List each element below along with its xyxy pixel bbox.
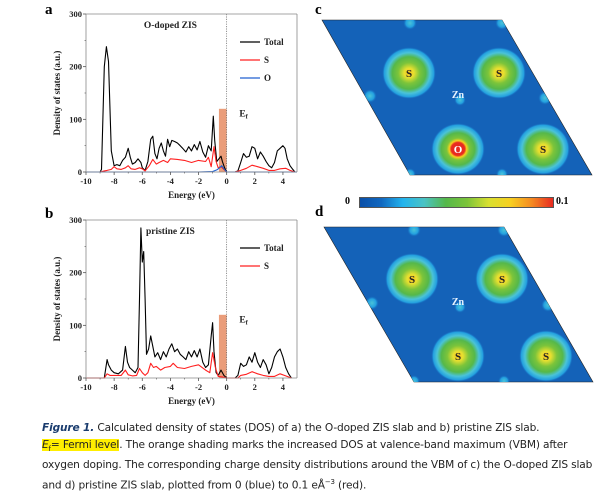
atom-label: Zn (452, 90, 465, 101)
x-tick-label: -4 (167, 176, 175, 186)
x-tick-label: 2 (253, 176, 257, 186)
fermi-label: Ef (239, 110, 248, 121)
y-tick-label: 0 (78, 167, 82, 177)
figure-label: Figure 1. (42, 422, 95, 434)
y-tick-label: 100 (69, 114, 82, 124)
dos-chart-b: -10 -8 -6 -4 -2 0 2 4 0 100 200 300 Energy (eV) Densi… (52, 215, 298, 406)
series-line-total (86, 227, 292, 379)
y-tick-label: 200 (69, 62, 82, 72)
s-atom-density (431, 330, 485, 382)
series-line-total (86, 46, 296, 173)
atom-label: S (496, 68, 502, 80)
x-tick-label: -8 (111, 176, 118, 186)
y-tick-label: 200 (69, 268, 82, 278)
panel-letter-c: c (315, 2, 322, 18)
x-tick-label: -6 (139, 382, 146, 392)
x-tick-label: 0 (225, 382, 229, 392)
panel-letter-b: b (45, 206, 54, 222)
y-tick-label: 0 (78, 373, 82, 383)
colorbar-max-label: 0.1 (556, 196, 569, 207)
atom-label: S (409, 274, 415, 286)
dos-chart-a: -10 -8 -6 -4 -2 0 2 4 0 100 200 300 Energy (eV) Densi… (52, 9, 298, 200)
y-tick-label: 100 (69, 320, 82, 330)
legend-label-total: Total (264, 243, 284, 253)
s-atom-density (519, 330, 573, 382)
s-atom-density (475, 253, 529, 305)
atom-label: O (454, 144, 463, 156)
vbm-shading (218, 108, 227, 172)
panel-letter-a: a (45, 2, 53, 18)
atom-label: Zn (452, 297, 465, 308)
x-tick-label: -10 (80, 176, 91, 186)
x-tick-label: 0 (225, 176, 229, 186)
colorbar (359, 197, 554, 208)
fermi-label: Ef (239, 316, 248, 327)
legend-label-s: S (264, 55, 269, 65)
y-axis-label: Density of states (a.u.) (52, 51, 62, 136)
caption-text-1: Calculated density of states (DOS) of a)… (94, 422, 540, 434)
series-line-s (86, 352, 292, 379)
o-atom-density (431, 123, 485, 175)
series-line-s (86, 146, 296, 173)
atom-label: S (455, 351, 461, 363)
x-tick-label: -2 (195, 176, 202, 186)
legend-label-s: S (264, 261, 269, 271)
panel-letter-d: d (315, 204, 324, 220)
x-tick-label: 4 (281, 382, 286, 392)
x-tick-label: -6 (139, 176, 146, 186)
x-tick-label: -4 (167, 382, 175, 392)
y-tick-label: 300 (69, 9, 82, 19)
charge-density-map-d: S S Zn S S (323, 226, 594, 383)
y-tick-label: 300 (69, 215, 82, 225)
atom-label: S (499, 274, 505, 286)
x-axis-label: Energy (eV) (168, 190, 215, 200)
fermi-label-sub: f (246, 114, 249, 121)
s-atom-density (472, 47, 526, 99)
x-tick-label: 4 (281, 176, 286, 186)
s-atom-density (382, 47, 436, 99)
legend-label-total: Total (264, 37, 284, 47)
charge-density-map-c: S S Zn O S (321, 19, 593, 176)
x-tick-label: -2 (195, 382, 202, 392)
legend-label-o: O (264, 73, 271, 83)
chart-title: pristine ZIS (146, 227, 195, 237)
atom-label: S (406, 68, 412, 80)
fermi-label-sub: f (246, 320, 249, 327)
chart-title: O-doped ZIS (144, 21, 197, 31)
x-axis-label: Energy (eV) (168, 396, 215, 406)
vbm-shading (218, 314, 227, 378)
colorbar-min-label: 0 (345, 196, 350, 207)
fermi-level-highlight: Ef= Fermi level (42, 438, 120, 453)
figure-caption: Figure 1. Calculated density of states (… (42, 422, 593, 492)
s-atom-density (516, 123, 570, 175)
x-tick-label: -8 (111, 382, 118, 392)
x-tick-label: -10 (80, 382, 91, 392)
atom-label: S (540, 144, 546, 156)
caption-text-2: . The orange shading marks the increased… (42, 438, 593, 492)
y-axis-label: Density of states (a.u.) (52, 257, 62, 342)
s-atom-density (385, 253, 439, 305)
atom-label: S (543, 351, 549, 363)
x-tick-label: 2 (253, 382, 257, 392)
